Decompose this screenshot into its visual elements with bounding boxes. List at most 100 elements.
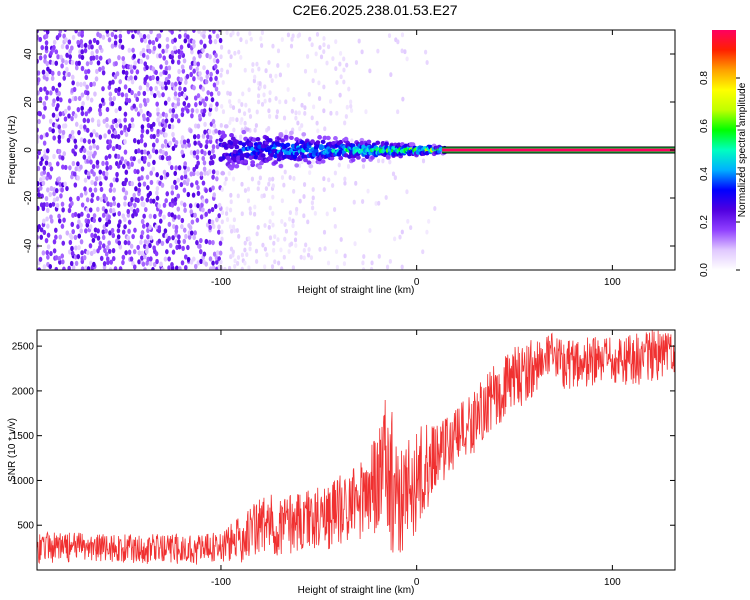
heatmap-cell [186,102,191,108]
heatmap-cell [95,163,100,169]
heatmap-cell [159,30,164,33]
heatmap-cell [328,98,333,104]
heatmap-cell [123,139,127,145]
heatmap-cell [46,187,50,193]
heatmap-cell [192,166,196,173]
heatmap-cell [273,234,277,240]
heatmap-cell [310,42,314,48]
heatmap-cell [92,171,96,177]
heatmap-cell [107,129,111,135]
heatmap-cell [183,207,187,213]
heatmap-cell [243,120,247,126]
heatmap-cell [240,266,244,270]
heatmap-cell [95,54,99,60]
heatmap-cell [210,159,215,166]
heatmap-cell [130,181,135,187]
heatmap-cell [148,242,152,249]
heatmap-cell [306,160,312,165]
heatmap-cell [127,219,132,225]
heatmap-cell [140,166,145,172]
snr-frame [36,329,676,571]
heatmap-cell [173,95,178,101]
heatmap-cell [51,201,56,207]
heatmap-cell [317,80,321,86]
heatmap-cell [133,93,138,99]
heatmap-cell [51,60,55,66]
heatmap-cell [309,255,314,261]
heatmap-cell [151,198,156,204]
heatmap-cell [273,160,278,165]
heatmap-cell [240,117,244,122]
heatmap-cell [183,30,188,34]
heatmap-cell [165,36,170,43]
y-tick-label: 2500 [12,342,35,353]
heatmap-cell [146,161,151,167]
heatmap-cell [49,90,53,96]
heatmap-cell [109,182,114,188]
heatmap-cell [176,206,181,212]
heatmap-cell [146,44,150,50]
heatmap-cell [52,153,56,160]
heatmap-cell [56,102,60,109]
heatmap-cell [118,105,122,112]
heatmap-cell [263,98,267,104]
heatmap-cell [129,256,134,262]
heatmap-cell [85,84,89,90]
heatmap-cell [123,124,128,130]
heatmap-cell [172,137,176,143]
heatmap-cell [107,37,112,43]
heatmap-cell [48,174,53,180]
heatmap-cell [257,180,261,186]
heatmap-cell [237,49,241,55]
heatmap-cell [143,38,148,44]
heatmap-cell [141,261,146,267]
heatmap-cell [215,144,220,150]
heatmap-cell [95,48,99,54]
heatmap-cell [117,211,122,217]
heatmap-cell [48,191,53,198]
heatmap-cell [107,214,112,220]
heatmap-cell [306,219,310,225]
heatmap-cell [91,163,96,170]
heatmap-cell [263,264,267,270]
heatmap-cell [114,60,118,67]
heatmap-cell [48,68,52,75]
heatmap-cell [215,217,219,223]
heatmap-cell [385,264,390,270]
heatmap-cell [187,42,191,49]
heatmap-cell [73,151,78,157]
heatmap-cell [137,90,141,97]
heatmap-cell [74,166,79,172]
heatmap-cell [377,253,381,259]
heatmap-cell [145,82,150,88]
heatmap-cell [204,96,209,102]
heatmap-cell [140,255,144,261]
heatmap-cell [140,133,144,139]
heatmap-cell [191,192,196,198]
heatmap-cell [283,134,289,140]
heatmap-cell [143,267,147,270]
heatmap-cell [244,39,249,45]
heatmap-cell [149,133,154,140]
heatmap-cell [67,105,71,111]
heatmap-cell [192,68,196,74]
heatmap-cell [90,50,95,56]
heatmap-cell [183,264,188,270]
heatmap-cell [80,65,85,72]
heatmap-cell [223,181,227,186]
heatmap-cell [180,64,185,70]
heatmap-cell [74,65,79,71]
heatmap-cell [126,30,131,35]
heatmap-cell [229,199,233,205]
heatmap-cell [79,81,83,88]
heatmap-cell [95,39,100,46]
heatmap-cell [200,149,204,155]
heatmap-cell [86,95,90,101]
heatmap-cell [204,198,209,204]
heatmap-cell [339,237,343,242]
heatmap-cell [38,55,43,61]
heatmap-cell [335,110,339,116]
heatmap-cell [55,114,59,120]
heatmap-cell [151,74,155,81]
heatmap-cell [128,123,132,129]
